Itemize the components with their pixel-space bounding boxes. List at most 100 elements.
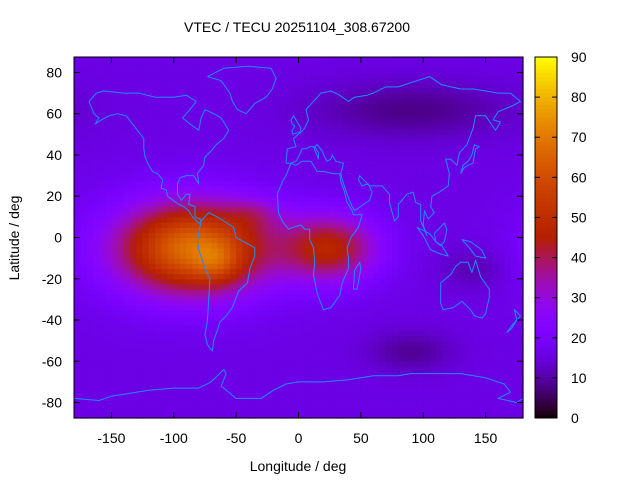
heatmap-cell: [429, 232, 437, 239]
heatmap-cell: [335, 227, 343, 233]
heatmap-cell: [423, 175, 431, 182]
heatmap-cell: [392, 325, 399, 331]
heatmap-cell: [342, 242, 349, 249]
heatmap-cell: [323, 247, 331, 254]
heatmap-cell: [373, 103, 381, 110]
heatmap-cell: [286, 325, 293, 331]
heatmap-cell: [304, 160, 312, 166]
heatmap-cell: [441, 330, 449, 337]
heatmap-cell: [136, 87, 144, 94]
heatmap-cell: [267, 402, 275, 409]
heatmap-cell: [317, 273, 325, 280]
heatmap-cell: [155, 412, 162, 419]
heatmap-cell: [198, 82, 206, 89]
heatmap-cell: [348, 294, 356, 300]
heatmap-cell: [117, 139, 125, 146]
heatmap-cell: [80, 325, 88, 331]
heatmap-cell: [454, 325, 462, 331]
heatmap-cell: [454, 330, 462, 337]
heatmap-cell: [466, 103, 474, 110]
heatmap-cell: [242, 227, 250, 233]
heatmap-cell: [379, 144, 387, 151]
heatmap-cell: [204, 129, 212, 135]
heatmap-cell: [98, 397, 106, 404]
heatmap-cell: [354, 185, 362, 192]
heatmap-cell: [379, 309, 387, 316]
heatmap-cell: [441, 340, 449, 347]
heatmap-cell: [310, 139, 318, 146]
heatmap-cell: [279, 283, 287, 290]
heatmap-cell: [466, 93, 474, 99]
heatmap-cell: [167, 294, 175, 300]
heatmap-cell: [111, 108, 119, 115]
heatmap-cell: [416, 397, 424, 404]
heatmap-cell: [485, 93, 493, 99]
heatmap-cell: [460, 160, 468, 166]
heatmap-cell: [448, 304, 456, 311]
heatmap-cell: [385, 82, 393, 89]
heatmap-cell: [473, 98, 480, 105]
heatmap-cell: [298, 376, 306, 383]
heatmap-cell: [329, 366, 337, 373]
heatmap-cell: [292, 165, 300, 172]
heatmap-cell: [167, 356, 175, 362]
heatmap-cell: [429, 160, 437, 166]
heatmap-cell: [485, 144, 493, 151]
heatmap-cell: [435, 304, 443, 311]
heatmap-cell: [273, 278, 281, 285]
heatmap-cell: [292, 62, 300, 68]
heatmap-cell: [192, 361, 200, 368]
heatmap-cell: [123, 108, 131, 115]
heatmap-cell: [173, 237, 181, 244]
heatmap-cell: [429, 309, 437, 316]
heatmap-cell: [510, 356, 518, 362]
heatmap-cell: [479, 350, 487, 357]
heatmap-cell: [498, 93, 505, 99]
heatmap-cell: [198, 252, 206, 259]
heatmap-cell: [342, 134, 349, 141]
heatmap-cell: [466, 340, 474, 347]
heatmap-cell: [416, 175, 424, 182]
heatmap-cell: [142, 216, 150, 223]
heatmap-cell: [373, 98, 381, 105]
heatmap-cell: [130, 304, 137, 311]
heatmap-cell: [186, 211, 194, 218]
heatmap-cell: [74, 216, 81, 223]
heatmap-cell: [398, 93, 406, 99]
heatmap-cell: [323, 237, 331, 244]
heatmap-cell: [173, 77, 181, 84]
heatmap-cell: [130, 407, 137, 414]
heatmap-cell: [261, 211, 268, 218]
heatmap-cell: [223, 397, 231, 404]
heatmap-cell: [286, 206, 293, 213]
heatmap-cell: [460, 330, 468, 337]
heatmap-cell: [473, 320, 480, 326]
heatmap-cell: [273, 149, 281, 156]
heatmap-cell: [279, 118, 287, 125]
heatmap-cell: [373, 356, 381, 362]
heatmap-cell: [111, 77, 119, 84]
heatmap-cell: [385, 227, 393, 233]
heatmap-cell: [448, 201, 456, 208]
heatmap-cell: [261, 185, 268, 192]
heatmap-cell: [441, 345, 449, 352]
heatmap-cell: [504, 134, 512, 141]
heatmap-cell: [204, 376, 212, 383]
heatmap-cell: [304, 232, 312, 239]
heatmap-cell: [148, 345, 156, 352]
heatmap-cell: [304, 314, 312, 321]
heatmap-cell: [254, 340, 262, 347]
heatmap-cell: [286, 289, 293, 295]
heatmap-cell: [117, 113, 125, 120]
heatmap-cell: [279, 72, 287, 79]
heatmap-cell: [298, 77, 306, 84]
heatmap-cell: [485, 273, 493, 280]
heatmap-cell: [292, 211, 300, 218]
heatmap-cell: [441, 356, 449, 362]
heatmap-cell: [329, 320, 337, 326]
heatmap-cell: [491, 103, 499, 110]
heatmap-cell: [211, 160, 219, 166]
heatmap-cell: [80, 185, 88, 192]
heatmap-cell: [323, 387, 331, 393]
heatmap-cell: [354, 160, 362, 166]
